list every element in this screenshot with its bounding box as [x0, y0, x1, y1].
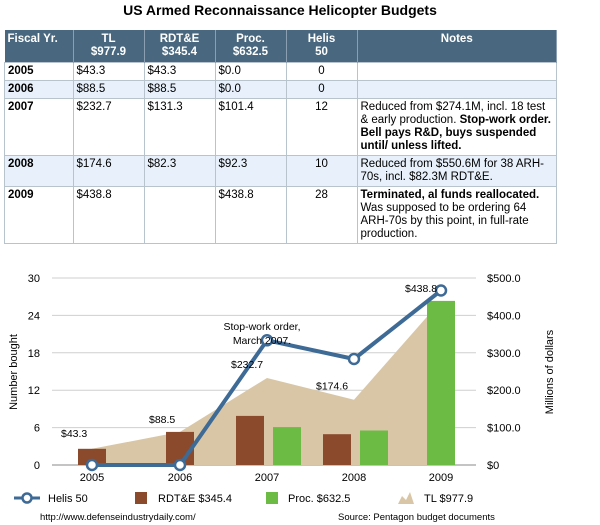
note-text: Reduced from $274.1M, incl. 18 test & ea… [360, 101, 546, 126]
header-proc: Proc. $632.5 [215, 30, 287, 63]
cell-year: 2009 [4, 186, 74, 244]
right-tick-label: $500.0 [487, 273, 521, 285]
cell-tl: $232.7 [72, 98, 145, 156]
table-row: 2005 $43.3 $43.3 $0.0 0 [4, 62, 557, 81]
budget-table: Fiscal Yr. TL $977.9 RDT&E $345.4 Proc. $63… [4, 30, 557, 244]
right-tick-label: $200.0 [487, 385, 521, 397]
cell-year: 2008 [4, 155, 74, 187]
cell-helis: 0 [285, 62, 358, 81]
header-tl: TL $977.9 [73, 30, 145, 63]
left-tick-label: 30 [28, 273, 40, 285]
budget-chart: $43.3 $88.5 $232.7 $174.6 $438.8 Stop-work or… [8, 273, 556, 505]
tl-data-label: $174.6 [316, 381, 348, 393]
left-tick-label: 0 [34, 460, 40, 472]
cell-rdte: $131.3 [143, 98, 216, 156]
header-notes: Notes [357, 30, 557, 63]
cell-tl: $174.6 [72, 155, 145, 187]
cell-notes: Terminated, al funds reallocated. Was su… [356, 186, 557, 244]
page-title: US Armed Reconnaissance Helicopter Budge… [123, 2, 437, 18]
x-tick-label: 2008 [342, 472, 366, 484]
table-row: 2007 $232.7 $131.3 $101.4 12 Reduced fro… [4, 98, 557, 156]
helis-point [85, 458, 99, 472]
legend-tl-swatch [398, 492, 414, 504]
cell-year: 2005 [4, 62, 74, 81]
left-tick-label: 12 [28, 385, 40, 397]
header-helis: Helis 50 [286, 30, 358, 63]
header-fiscal-year: Fiscal Yr. [4, 30, 74, 63]
cell-notes: Reduced from $274.1M, incl. 18 test & ea… [356, 98, 557, 156]
left-tick-label: 6 [34, 423, 40, 435]
legend-proc-swatch [266, 492, 278, 504]
cell-notes: Reduced from $550.6M for 38 ARH-70s, inc… [356, 155, 557, 187]
right-tick-label: $100.0 [487, 423, 521, 435]
x-tick-label: 2007 [255, 472, 279, 484]
header-rdte: RDT&E $345.4 [144, 30, 216, 63]
cell-proc: $438.8 [214, 186, 287, 244]
left-tick-label: 18 [28, 348, 40, 360]
cell-tl: $438.8 [72, 186, 145, 244]
table-row: 2009 $438.8 $438.8 28 Terminated, al fun… [4, 186, 557, 244]
annotation-text: March 2007. [233, 335, 291, 347]
tl-data-label: $43.3 [61, 428, 87, 440]
helis-point [260, 334, 274, 347]
note-text: Reduced from $550.6M for 38 ARH-70s, inc… [360, 158, 544, 183]
cell-proc: $101.4 [214, 98, 287, 156]
cell-rdte: $43.3 [143, 62, 216, 81]
cell-helis: 28 [285, 186, 358, 244]
right-axis-title: Millions of dollars [544, 329, 556, 414]
table-header-row: Fiscal Yr. TL $977.9 RDT&E $345.4 Proc. $63… [4, 30, 557, 63]
x-tick-label: 2006 [168, 472, 192, 484]
cell-notes [356, 80, 557, 99]
tl-data-label: $232.7 [231, 359, 263, 371]
cell-helis: 12 [285, 98, 358, 156]
right-tick-label: $400.0 [487, 310, 521, 322]
legend-helis-label: Helis 50 [48, 493, 88, 505]
legend-proc-label: Proc. $632.5 [288, 493, 350, 505]
proc-bar [273, 427, 301, 465]
proc-bar [360, 430, 388, 465]
tl-area [92, 300, 441, 465]
cell-helis: 10 [285, 155, 358, 187]
rdte-bar [236, 415, 264, 465]
note-text: Was supposed to be ordering 64 ARH-70s b… [360, 202, 529, 240]
annotation-text: Stop-work order, [223, 321, 300, 333]
left-axis-title: Number bought [8, 334, 20, 410]
cell-proc: $92.3 [214, 155, 287, 187]
legend-helis-marker [21, 492, 33, 504]
tl-data-label: $88.5 [149, 414, 175, 426]
cell-rdte: $82.3 [143, 155, 216, 187]
note-emphasis: Terminated, al funds reallocated. [360, 189, 540, 201]
rdte-bar [323, 434, 351, 465]
tl-data-label: $438.8 [405, 283, 437, 295]
legend-rdte-label: RDT&E $345.4 [158, 493, 232, 505]
cell-notes [356, 62, 557, 81]
helis-point [347, 352, 361, 366]
source-note: Source: Pentagon budget documents [338, 512, 495, 523]
right-tick-label: $300.0 [487, 348, 521, 360]
cell-proc: $0.0 [214, 80, 287, 99]
helis-point [434, 284, 448, 297]
cell-rdte: $88.5 [143, 80, 216, 99]
helis-point [173, 458, 187, 472]
rdte-bar [78, 448, 106, 465]
cell-proc: $0.0 [214, 62, 287, 81]
left-tick-label: 24 [28, 310, 40, 322]
cell-year: 2007 [4, 98, 74, 156]
table-row: 2006 $88.5 $88.5 $0.0 0 [4, 80, 557, 99]
x-tick-label: 2005 [80, 472, 104, 484]
cell-year: 2006 [4, 80, 74, 99]
cell-rdte [143, 186, 216, 244]
note-emphasis: Stop-work order. Bell pays R&D, buys sus… [360, 114, 551, 152]
cell-tl: $43.3 [72, 62, 145, 81]
source-url: http://www.defenseindustrydaily.com/ [40, 512, 196, 523]
x-tick-label: 2009 [429, 472, 453, 484]
legend-tl-label: TL $977.9 [424, 493, 473, 505]
legend-rdte-swatch [135, 492, 147, 504]
right-tick-label: $0 [487, 460, 499, 472]
table-row: 2008 $174.6 $82.3 $92.3 10 Reduced from … [4, 155, 557, 187]
cell-helis: 0 [285, 80, 358, 99]
proc-bar [427, 300, 455, 465]
cell-tl: $88.5 [72, 80, 145, 99]
